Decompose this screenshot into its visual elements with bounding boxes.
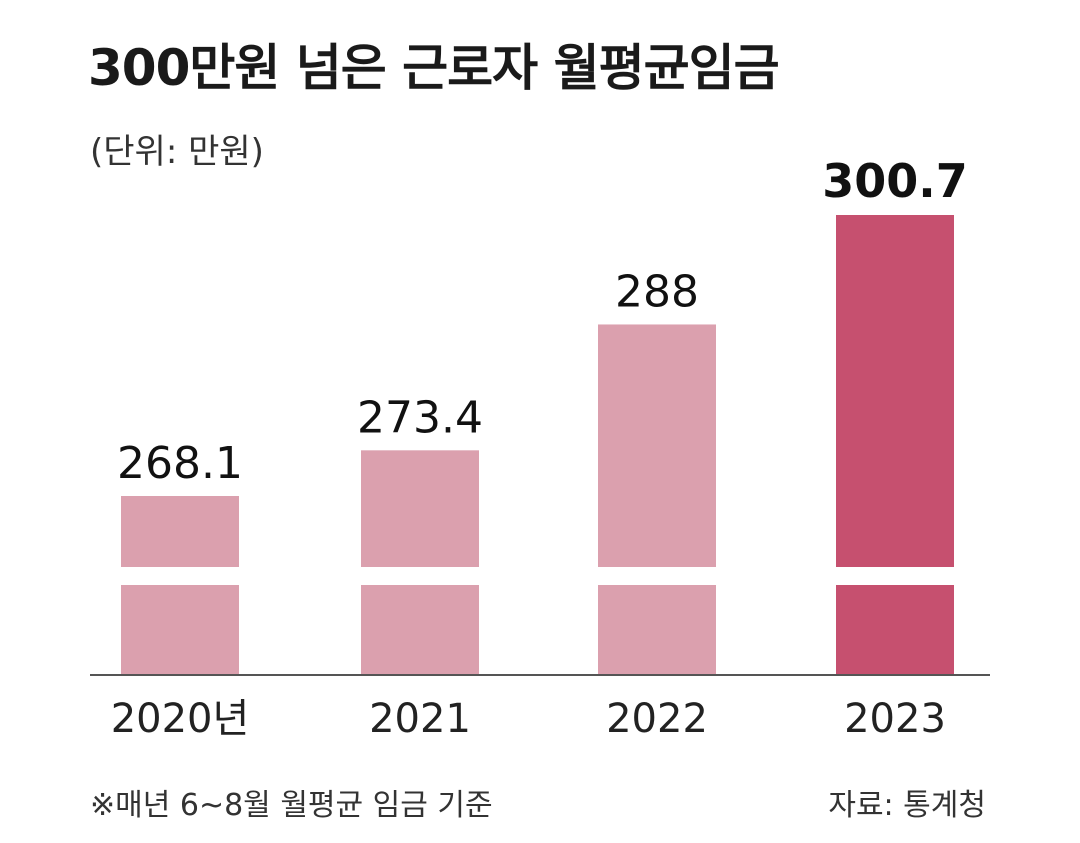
footnote: ※매년 6~8월 월평균 임금 기준 bbox=[90, 788, 493, 823]
x-tick-label: 2023 bbox=[844, 696, 946, 742]
value-label: 268.1 bbox=[117, 438, 243, 489]
value-label: 273.4 bbox=[357, 392, 483, 443]
x-tick-label: 2022 bbox=[606, 696, 708, 742]
bar-2022-lower bbox=[598, 585, 716, 675]
bar-2023-upper bbox=[836, 215, 954, 567]
source-label: 자료: 통계청 bbox=[828, 788, 986, 823]
value-labels-group: 268.1 273.4 288 300.7 bbox=[117, 154, 968, 489]
x-tick-label: 2020년 bbox=[111, 696, 250, 742]
value-label: 300.7 bbox=[822, 154, 968, 208]
chart-title: 300만원 넘은 근로자 월평균임금 bbox=[88, 39, 780, 97]
x-tick-label: 2021 bbox=[369, 696, 471, 742]
x-tick-labels-group: 2020년 2021 2022 2023 bbox=[111, 696, 946, 742]
bar-2021-upper bbox=[361, 450, 479, 567]
bar-2021-lower bbox=[361, 585, 479, 675]
bar-2022-upper bbox=[598, 324, 716, 567]
bar-2020년-lower bbox=[121, 585, 239, 675]
value-label: 288 bbox=[615, 266, 699, 317]
bar-2020년-upper bbox=[121, 496, 239, 567]
unit-label: (단위: 만원) bbox=[90, 132, 264, 172]
bars-group bbox=[121, 215, 954, 675]
bar-2023-lower bbox=[836, 585, 954, 675]
